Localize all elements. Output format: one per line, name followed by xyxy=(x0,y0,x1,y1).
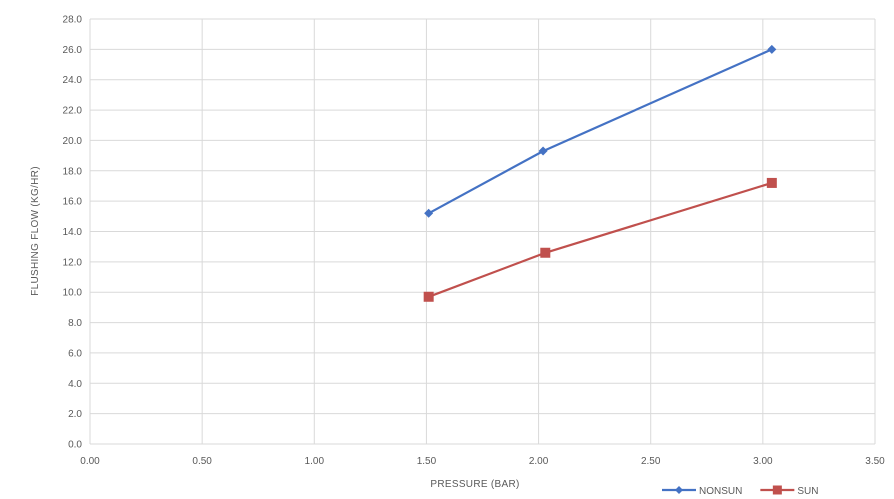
y-tick-label: 10.0 xyxy=(63,288,83,299)
y-tick-label: 4.0 xyxy=(68,379,82,390)
y-tick-label: 0.0 xyxy=(68,440,82,451)
x-axis-title: PRESSURE (BAR) xyxy=(430,479,519,490)
legend-item-sun: SUN xyxy=(760,485,818,497)
data-point xyxy=(424,208,434,218)
tick-labels: 0.0 2.0 4.0 6.0 8.0 10.0 12.0 14.0 16.0 18.0 20.0 2… xyxy=(63,15,886,468)
grid xyxy=(89,18,876,445)
x-tick-label: 2.00 xyxy=(529,456,549,467)
y-tick-label: 12.0 xyxy=(63,257,83,268)
y-tick-label: 16.0 xyxy=(63,197,83,208)
y-tick-label: 22.0 xyxy=(63,106,83,117)
x-tick-label: 0.50 xyxy=(192,456,212,467)
data-point xyxy=(540,247,551,258)
legend-marker xyxy=(675,486,683,494)
legend-label: NONSUN xyxy=(699,486,742,497)
data-point xyxy=(538,146,548,156)
x-tick-label: 0.00 xyxy=(80,456,100,467)
y-tick-label: 26.0 xyxy=(63,45,83,56)
series-sun xyxy=(423,177,777,302)
data-point xyxy=(423,291,434,302)
series-line xyxy=(428,181,773,298)
y-tick-label: 14.0 xyxy=(63,227,83,238)
x-tick-label: 3.00 xyxy=(753,456,773,467)
legend-item-nonsun: NONSUN xyxy=(662,486,742,497)
y-tick-label: 8.0 xyxy=(68,318,82,329)
legend: NONSUN SUN xyxy=(662,485,818,497)
data-point xyxy=(766,177,777,188)
x-tick-label: 2.50 xyxy=(641,456,661,467)
y-tick-label: 28.0 xyxy=(63,15,83,26)
x-tick-label: 3.50 xyxy=(865,456,885,467)
x-tick-label: 1.00 xyxy=(305,456,325,467)
series-line xyxy=(428,48,773,215)
series-nonsun xyxy=(424,44,777,218)
legend-marker xyxy=(772,485,782,495)
y-tick-label: 24.0 xyxy=(63,75,83,86)
y-tick-label: 18.0 xyxy=(63,166,83,177)
data-point xyxy=(767,44,777,54)
series xyxy=(423,44,777,302)
y-tick-label: 2.0 xyxy=(68,409,82,420)
y-tick-label: 6.0 xyxy=(68,348,82,359)
y-axis-title: FLUSHING FLOW (KG/HR) xyxy=(30,166,41,296)
legend-label: SUN xyxy=(797,486,818,497)
y-tick-label: 20.0 xyxy=(63,136,83,147)
x-tick-label: 1.50 xyxy=(417,456,437,467)
